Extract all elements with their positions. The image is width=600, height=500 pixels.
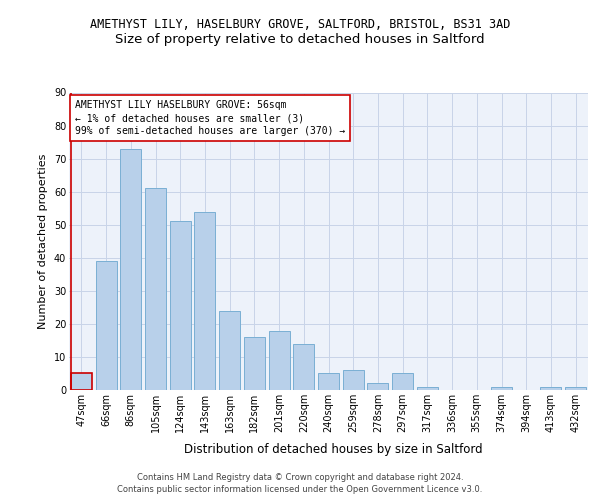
Bar <box>219 310 240 390</box>
Text: Distribution of detached houses by size in Saltford: Distribution of detached houses by size … <box>184 442 482 456</box>
Bar <box>318 374 339 390</box>
Bar <box>269 330 290 390</box>
Text: Contains public sector information licensed under the Open Government Licence v3: Contains public sector information licen… <box>118 485 482 494</box>
Bar <box>71 374 92 390</box>
Bar <box>491 386 512 390</box>
Text: Size of property relative to detached houses in Saltford: Size of property relative to detached ho… <box>115 32 485 46</box>
Bar <box>565 386 586 390</box>
Bar <box>95 261 116 390</box>
Bar <box>367 384 388 390</box>
Bar <box>170 222 191 390</box>
Bar <box>244 337 265 390</box>
Bar <box>293 344 314 390</box>
Y-axis label: Number of detached properties: Number of detached properties <box>38 154 48 329</box>
Bar <box>417 386 438 390</box>
Bar <box>541 386 562 390</box>
Text: AMETHYST LILY HASELBURY GROVE: 56sqm
← 1% of detached houses are smaller (3)
99%: AMETHYST LILY HASELBURY GROVE: 56sqm ← 1… <box>75 100 346 136</box>
Bar <box>392 374 413 390</box>
Bar <box>145 188 166 390</box>
Bar <box>120 148 141 390</box>
Bar <box>343 370 364 390</box>
Text: AMETHYST LILY, HASELBURY GROVE, SALTFORD, BRISTOL, BS31 3AD: AMETHYST LILY, HASELBURY GROVE, SALTFORD… <box>90 18 510 30</box>
Text: Contains HM Land Registry data © Crown copyright and database right 2024.: Contains HM Land Registry data © Crown c… <box>137 472 463 482</box>
Bar <box>194 212 215 390</box>
